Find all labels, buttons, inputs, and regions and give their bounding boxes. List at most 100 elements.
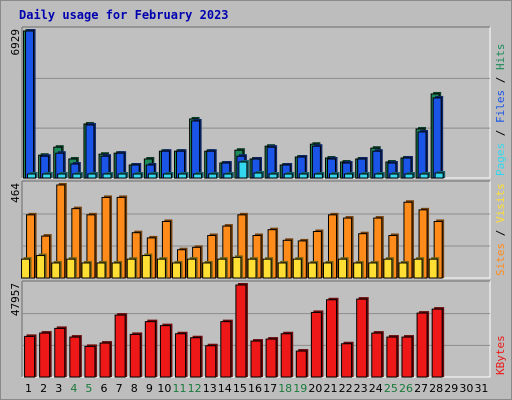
bar-pages-day-5 — [87, 171, 98, 179]
bar-kbytes-day-12 — [190, 335, 203, 378]
day-label-17: 17 — [263, 382, 277, 395]
bar-kbytes-day-20-body — [310, 311, 322, 378]
legend-hits: Hits — [494, 44, 507, 71]
bar-kbytes-day-24 — [371, 331, 384, 378]
bar-pages-day-20-body — [313, 173, 323, 179]
bar-sites-day-6 — [96, 260, 108, 279]
bar-kbytes-day-15-body — [235, 284, 247, 378]
bar-kbytes-day-28-body — [431, 308, 443, 378]
bar-sites-day-12-body — [187, 258, 197, 279]
bar-pages-day-16 — [253, 170, 264, 179]
bar-sites-day-1-body — [21, 258, 31, 279]
bar-kbytes-day-1 — [24, 334, 37, 378]
bar-kbytes-day-7-body — [114, 314, 126, 378]
bar-pages-day-25 — [389, 171, 400, 179]
bar-files-day-5-body — [85, 124, 95, 179]
bar-pages-day-21-body — [328, 173, 338, 179]
bar-sites-day-7 — [111, 260, 123, 279]
bar-sites-day-25 — [383, 257, 394, 279]
bar-pages-day-20 — [313, 171, 325, 179]
legend-separator: / — [494, 70, 507, 90]
day-label-31: 31 — [474, 382, 488, 395]
bar-kbytes-day-21-body — [325, 299, 337, 378]
bar-sites-day-3-body — [51, 262, 61, 279]
day-label-8: 8 — [131, 382, 138, 395]
bar-pages-day-14-body — [223, 173, 233, 179]
bar-sites-day-19 — [292, 257, 304, 279]
day-label-1: 1 — [25, 382, 32, 395]
day-label-10: 10 — [157, 382, 171, 395]
bar-pages-day-8-body — [132, 173, 142, 179]
day-label-12: 12 — [188, 382, 202, 395]
day-label-18: 18 — [278, 382, 292, 395]
bar-sites-day-20-body — [307, 262, 317, 279]
bar-pages-day-12-body — [193, 173, 203, 179]
bar-sites-day-9 — [141, 253, 153, 279]
bar-sites-day-5 — [81, 260, 92, 279]
day-label-7: 7 — [116, 382, 123, 395]
bar-files-day-27-body — [417, 131, 427, 179]
bar-pages-day-8 — [132, 171, 144, 179]
bar-kbytes-day-24-body — [371, 332, 383, 378]
bar-kbytes-day-27-body — [416, 312, 428, 378]
bar-kbytes-day-3-body — [54, 327, 66, 378]
bar-files-day-12 — [191, 118, 202, 179]
day-label-14: 14 — [218, 382, 232, 395]
bar-pages-day-25-body — [389, 173, 399, 179]
bar-kbytes-day-23 — [356, 297, 369, 378]
bar-kbytes-day-22-body — [341, 343, 353, 378]
bar-sites-day-10 — [156, 257, 168, 279]
bar-kbytes-day-1-body — [24, 335, 36, 378]
bar-kbytes-day-27 — [416, 311, 430, 378]
day-label-3: 3 — [55, 382, 62, 395]
bar-kbytes-day-6-body — [99, 342, 111, 378]
bar-kbytes-day-5 — [84, 344, 97, 378]
bar-kbytes-day-16 — [250, 339, 263, 378]
bar-pages-day-12 — [193, 171, 204, 179]
bar-kbytes-day-3 — [54, 326, 67, 378]
bar-pages-day-10 — [162, 171, 174, 179]
bar-sites-day-5-body — [81, 262, 91, 279]
bar-pages-day-7 — [117, 171, 129, 179]
bar-pages-day-15 — [238, 160, 249, 179]
bar-kbytes-day-20 — [310, 310, 324, 378]
bar-sites-day-14-body — [217, 258, 227, 279]
bar-sites-day-27 — [413, 257, 425, 279]
bar-pages-day-10-body — [162, 173, 172, 179]
bar-sites-day-28-body — [428, 258, 438, 279]
bar-pages-day-28-body — [434, 172, 444, 179]
bar-sites-day-4 — [66, 257, 77, 279]
bar-sites-day-13-body — [202, 262, 212, 279]
day-label-25: 25 — [384, 382, 398, 395]
bar-pages-day-18-body — [283, 173, 293, 179]
bar-sites-day-2 — [36, 253, 47, 279]
bar-files-day-28 — [432, 95, 444, 179]
bar-sites-day-16 — [247, 257, 258, 279]
panel-3-legend: KBytes — [494, 335, 507, 375]
legend-files: Files — [494, 90, 507, 123]
bar-pages-day-21 — [328, 171, 340, 179]
legend-sites: Sites — [494, 243, 507, 276]
bar-kbytes-day-11 — [175, 331, 188, 378]
day-label-11: 11 — [173, 382, 187, 395]
bar-pages-day-6 — [102, 171, 114, 179]
bar-pages-day-1-body — [27, 173, 37, 179]
bar-sites-day-10-body — [156, 258, 166, 279]
bar-kbytes-day-19-body — [295, 350, 307, 378]
bar-pages-day-9 — [147, 171, 159, 179]
bar-pages-day-3-body — [57, 173, 67, 179]
bar-kbytes-day-14-body — [220, 321, 232, 378]
bar-files-day-1 — [25, 29, 36, 179]
bar-files-day-27 — [417, 129, 429, 179]
bar-pages-day-15-body — [238, 161, 248, 179]
bar-sites-day-27-body — [413, 258, 423, 279]
bar-sites-day-1 — [21, 257, 32, 279]
bar-pages-day-26-body — [404, 173, 414, 179]
bar-kbytes-day-12-body — [190, 337, 202, 378]
bar-pages-day-4-body — [72, 173, 82, 179]
bar-sites-day-28 — [428, 257, 440, 279]
bar-sites-day-25-body — [383, 258, 393, 279]
day-label-22: 22 — [339, 382, 353, 395]
bar-files-day-5 — [85, 122, 96, 179]
